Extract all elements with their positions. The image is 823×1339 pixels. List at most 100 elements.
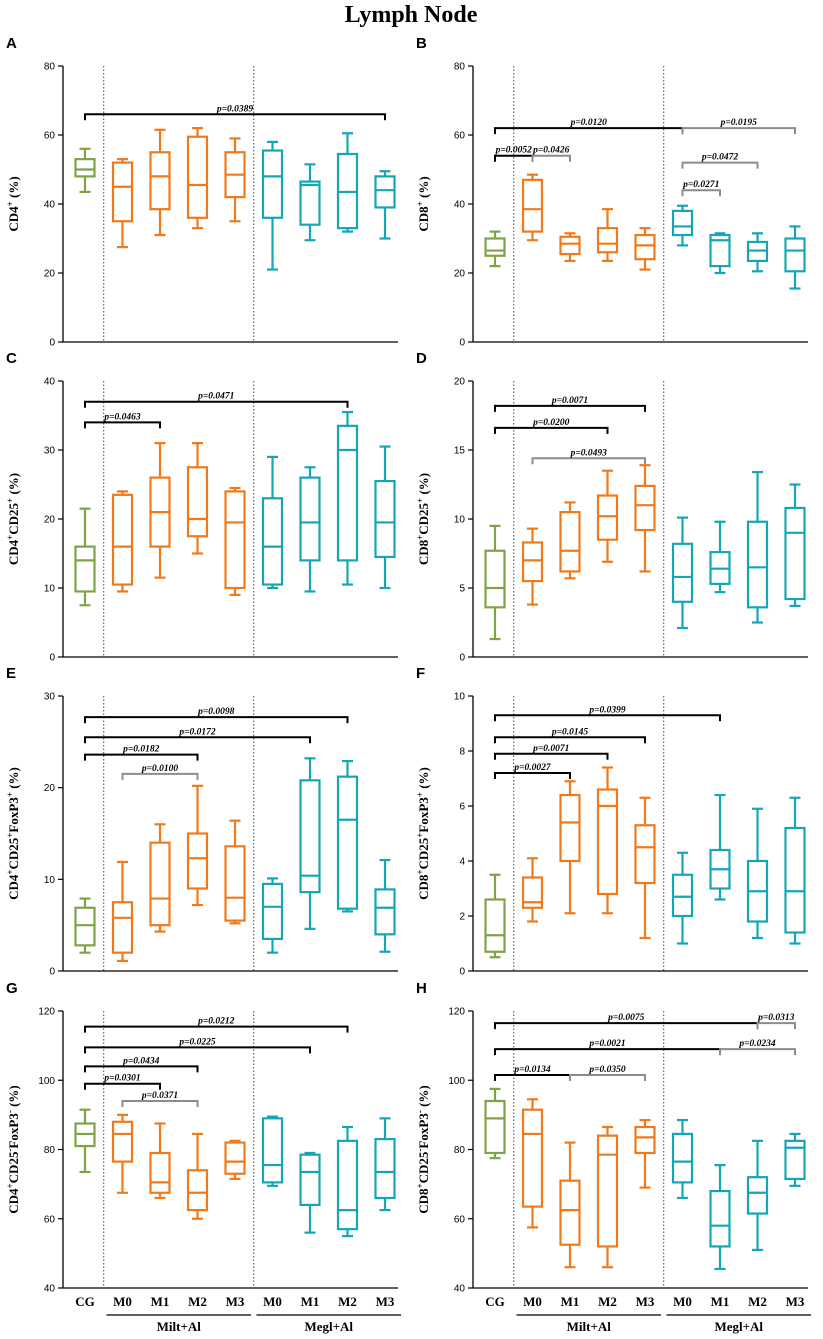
y-tick-label: 0 (459, 338, 465, 349)
y-label-superscript: - (5, 1110, 15, 1113)
y-axis-label: CD8+ (%) (415, 176, 431, 231)
box-plot (484, 1087, 506, 1160)
y-label-superscript: - (5, 1149, 15, 1152)
y-tick-label: 60 (454, 131, 466, 142)
box-iqr (374, 175, 396, 209)
y-label-part: CD8 (416, 1188, 431, 1214)
p-value-label: p=0.0225 (178, 1037, 216, 1047)
box-plot (596, 208, 619, 263)
significance-bracket (121, 1100, 199, 1108)
box-plot (374, 858, 396, 953)
box-iqr (374, 479, 396, 559)
box-plot (186, 1132, 209, 1220)
box-plot (74, 507, 96, 607)
box-plot (149, 1122, 171, 1200)
p-value-label: p=0.0399 (588, 705, 626, 715)
box-iqr (671, 873, 694, 918)
box-plot (224, 486, 246, 597)
box-iqr (596, 1134, 619, 1248)
y-tick-label: 20 (44, 783, 56, 794)
significance-bracket (84, 753, 199, 761)
y-tick-label: 10 (454, 515, 466, 526)
box-plot (261, 140, 284, 271)
bracket-line (84, 1065, 199, 1073)
box-iqr (784, 237, 806, 273)
significance-bracket (719, 1048, 796, 1056)
box-iqr (596, 227, 619, 254)
significance-bracket (494, 127, 684, 135)
x-tick-label: M2 (748, 1294, 767, 1309)
bracket-line (494, 752, 609, 760)
p-value-label: p=0.0195 (720, 118, 758, 128)
group-label: Milt+Al (157, 1319, 202, 1334)
bracket-line (494, 127, 684, 135)
y-label-superscript: + (5, 869, 15, 874)
y-label-superscript: + (415, 1183, 425, 1188)
box-plot (671, 1118, 694, 1200)
x-tick-label: M0 (523, 1294, 542, 1309)
box-iqr (374, 888, 396, 936)
y-label-superscript: + (5, 1183, 15, 1188)
y-tick-label: 40 (44, 1284, 56, 1295)
bracket-line (84, 421, 161, 429)
box-iqr (746, 520, 769, 609)
y-axis-label: CD8+CD25+ (%) (415, 473, 431, 565)
y-tick-label: 0 (49, 967, 55, 978)
panel-b: B 0 20 40 60 80 CD8+ (%) p=0.0120 p=0.0195 p=0.00… (415, 35, 808, 349)
y-label-superscript: - (415, 1110, 425, 1113)
box-iqr (671, 209, 694, 237)
box-plot (374, 170, 396, 240)
y-tick-label: 60 (44, 131, 56, 142)
y-label-part: FoxP3 (416, 1113, 431, 1149)
significance-bracket (681, 161, 759, 169)
box-plot (784, 225, 806, 290)
box-plot (784, 796, 806, 945)
box-plot (634, 464, 656, 573)
bracket-line (494, 772, 571, 779)
y-label-part: CD25 (6, 502, 21, 534)
x-tick-label: M1 (711, 1294, 730, 1309)
panel-letter: C (6, 350, 17, 367)
y-tick-label: 120 (38, 1007, 55, 1018)
significance-bracket (756, 1022, 796, 1030)
box-iqr (746, 1176, 769, 1215)
box-plot (149, 442, 171, 579)
bracket-line (756, 1022, 796, 1030)
bracket-line (84, 400, 349, 408)
y-tick-label: 4 (459, 857, 465, 868)
box-iqr (484, 237, 506, 257)
box-iqr (559, 1179, 581, 1246)
box-iqr (186, 1169, 209, 1212)
box-plot (336, 759, 359, 913)
bracket-line (494, 404, 646, 412)
bracket-line (494, 1022, 759, 1030)
box-iqr (596, 788, 619, 896)
box-iqr (336, 1139, 359, 1231)
box-plot (559, 780, 581, 915)
box-iqr (299, 180, 321, 226)
box-plot (709, 793, 731, 901)
y-tick-label: 5 (459, 584, 465, 595)
x-tick-label: M0 (673, 1294, 692, 1309)
p-value-label: p=0.0389 (216, 104, 254, 114)
box-iqr (634, 484, 656, 532)
bracket-line (494, 1074, 571, 1082)
box-iqr (74, 545, 96, 593)
box-iqr (299, 476, 321, 562)
significance-bracket (569, 1074, 646, 1082)
box-iqr (671, 542, 694, 603)
y-tick-label: 20 (44, 269, 56, 280)
box-iqr (559, 510, 581, 573)
y-tick-label: 30 (44, 446, 56, 457)
x-tick-label: M3 (636, 1294, 655, 1309)
y-tick-label: 8 (459, 747, 465, 758)
y-tick-label: 0 (459, 967, 465, 978)
box-plot (261, 1115, 284, 1187)
y-axis-label: CD4+CD25+FoxP3+ (%) (5, 767, 21, 900)
box-iqr (149, 151, 171, 211)
box-plot (111, 860, 134, 963)
y-label-superscript: + (415, 498, 425, 503)
